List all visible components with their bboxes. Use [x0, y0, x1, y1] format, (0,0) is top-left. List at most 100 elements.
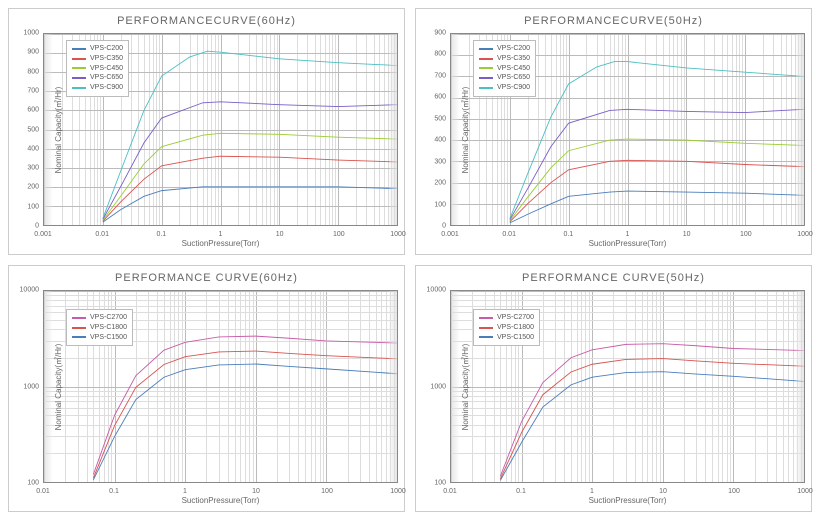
legend: VPS-C200VPS-C350VPS-C450VPS-C650VPS-C900 [473, 40, 536, 97]
x-tick: 1000 [390, 231, 406, 238]
legend: VPS-C2700VPS-C1800VPS-C1500 [66, 309, 133, 346]
x-tick: 100 [321, 488, 333, 495]
y-tick: 100 [434, 480, 446, 487]
plot-area: VPS-C2700VPS-C1800VPS-C1500 [450, 290, 805, 483]
chart-title: PERFORMANCE CURVE(60Hz) [13, 272, 400, 284]
x-tick: 0.1 [516, 488, 526, 495]
series-line [500, 344, 804, 477]
y-axis-label: Nominal Capacity(㎥/Hr) [53, 343, 64, 430]
y-tick: 600 [27, 107, 39, 114]
series-line [103, 187, 397, 222]
y-tick: 100 [27, 203, 39, 210]
x-tick: 1 [183, 488, 187, 495]
legend-swatch [72, 77, 86, 79]
x-tick: 100 [728, 488, 740, 495]
y-tick: 300 [27, 165, 39, 172]
x-tick: 0.01 [95, 231, 109, 238]
legend: VPS-C2700VPS-C1800VPS-C1500 [473, 309, 540, 346]
y-tick: 900 [434, 30, 446, 37]
legend-label: VPS-C1800 [90, 323, 127, 333]
legend-swatch [72, 87, 86, 89]
series-line [93, 364, 397, 480]
legend-label: VPS-C2700 [497, 313, 534, 323]
legend-item: VPS-C900 [479, 83, 530, 93]
legend-label: VPS-C1500 [90, 333, 127, 343]
legend-swatch [72, 317, 86, 319]
legend-item: VPS-C1800 [479, 323, 534, 333]
legend-label: VPS-C200 [90, 44, 123, 54]
x-tick: 0.01 [36, 488, 50, 495]
x-tick: 10 [683, 231, 691, 238]
legend-swatch [72, 336, 86, 338]
legend-item: VPS-C200 [479, 44, 530, 54]
chart-panel-50hz-large: PERFORMANCE CURVE(50Hz) VPS-C2700VPS-C180… [415, 265, 812, 512]
x-tick: 0.001 [441, 231, 459, 238]
y-tick: 200 [434, 180, 446, 187]
legend-label: VPS-C650 [497, 73, 530, 83]
legend-swatch [479, 48, 493, 50]
y-tick: 10000 [20, 287, 39, 294]
plot-area: VPS-C2700VPS-C1800VPS-C1500 [43, 290, 398, 483]
y-tick: 0 [35, 223, 39, 230]
legend-label: VPS-C650 [90, 73, 123, 83]
y-tick: 700 [27, 87, 39, 94]
legend-swatch [479, 317, 493, 319]
plot-area: VPS-C200VPS-C350VPS-C450VPS-C650VPS-C900 [43, 33, 398, 226]
chart-panel-60hz-small: PERFORMANCECURVE(60Hz)VPS-C200VPS-C350VP… [8, 8, 405, 255]
chart-title: PERFORMANCE CURVE(50Hz) [420, 272, 807, 284]
series-line [510, 160, 804, 222]
y-tick: 100 [27, 480, 39, 487]
legend-item: VPS-C350 [479, 54, 530, 64]
plot-area: VPS-C200VPS-C350VPS-C450VPS-C650VPS-C900 [450, 33, 805, 226]
legend-label: VPS-C1800 [497, 323, 534, 333]
y-tick: 800 [27, 68, 39, 75]
legend-item: VPS-C450 [479, 64, 530, 74]
chart-title: PERFORMANCECURVE(50Hz) [420, 15, 807, 27]
y-tick: 600 [434, 94, 446, 101]
chart-title: PERFORMANCECURVE(60Hz) [13, 15, 400, 27]
legend-item: VPS-C650 [479, 73, 530, 83]
y-tick: 10000 [427, 287, 446, 294]
y-tick: 1000 [430, 383, 446, 390]
x-tick: 1000 [390, 488, 406, 495]
legend-swatch [72, 58, 86, 60]
series-line [500, 359, 804, 479]
legend-swatch [72, 67, 86, 69]
legend-swatch [479, 77, 493, 79]
x-axis-label: SuctionPressure(Torr) [589, 496, 667, 505]
x-tick: 10 [252, 488, 260, 495]
legend-label: VPS-C1500 [497, 333, 534, 343]
legend-item: VPS-C2700 [479, 313, 534, 323]
x-tick: 0.1 [563, 231, 573, 238]
legend: VPS-C200VPS-C350VPS-C450VPS-C650VPS-C900 [66, 40, 129, 97]
legend-item: VPS-C200 [72, 44, 123, 54]
series-line [93, 351, 397, 478]
series-line [510, 62, 804, 219]
y-tick: 0 [442, 223, 446, 230]
y-tick: 900 [27, 49, 39, 56]
legend-item: VPS-C350 [72, 54, 123, 64]
legend-label: VPS-C900 [497, 83, 530, 93]
x-tick: 1000 [797, 488, 813, 495]
legend-swatch [479, 336, 493, 338]
legend-item: VPS-C900 [72, 83, 123, 93]
x-tick: 1 [590, 488, 594, 495]
legend-label: VPS-C350 [90, 54, 123, 64]
x-tick: 10 [659, 488, 667, 495]
legend-swatch [479, 58, 493, 60]
x-axis-label: SuctionPressure(Torr) [182, 239, 260, 248]
series-line [103, 51, 397, 218]
y-tick: 500 [434, 115, 446, 122]
legend-label: VPS-C200 [497, 44, 530, 54]
x-tick: 100 [740, 231, 752, 238]
legend-item: VPS-C1500 [72, 333, 127, 343]
y-tick: 1000 [23, 383, 39, 390]
x-tick: 0.01 [502, 231, 516, 238]
y-axis-label: Nominal Capacity(㎥/Hr) [53, 86, 64, 173]
x-axis-label: SuctionPressure(Torr) [182, 496, 260, 505]
chart-panel-50hz-small: PERFORMANCECURVE(50Hz)VPS-C200VPS-C350VP… [415, 8, 812, 255]
x-tick: 1 [626, 231, 630, 238]
x-tick: 1 [219, 231, 223, 238]
legend-swatch [72, 48, 86, 50]
chart-panel-60hz-large: PERFORMANCE CURVE(60Hz) VPS-C2700VPS-C180… [8, 265, 405, 512]
